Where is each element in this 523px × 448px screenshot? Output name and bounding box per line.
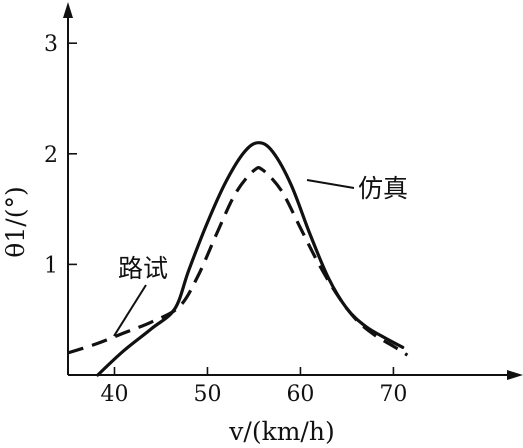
simulation-leader — [306, 179, 355, 189]
x-axis-title: v/(km/h) — [228, 417, 334, 446]
y-tick-label: 1 — [44, 253, 58, 278]
road-test-leader — [113, 284, 147, 337]
y-axis-title: θ1/(°) — [1, 186, 30, 257]
x-axis-arrow — [507, 370, 523, 380]
road-test-label: 路试 — [118, 254, 168, 283]
x-tick-label: 70 — [379, 382, 407, 407]
x-tick-label: 60 — [286, 382, 314, 407]
simulation-label: 仿真 — [358, 174, 408, 203]
road-test-line — [67, 166, 409, 357]
x-tick-label: 40 — [100, 382, 128, 407]
axes — [63, 2, 523, 380]
series-layer — [67, 141, 409, 377]
x-tick-label: 50 — [193, 382, 221, 407]
y-axis-arrow — [63, 2, 73, 18]
y-tick-label: 2 — [44, 143, 58, 168]
x-ticks: 40 50 60 70 — [100, 367, 407, 407]
y-tick-label: 3 — [44, 32, 58, 57]
y-ticks: 1 2 3 — [44, 32, 77, 278]
